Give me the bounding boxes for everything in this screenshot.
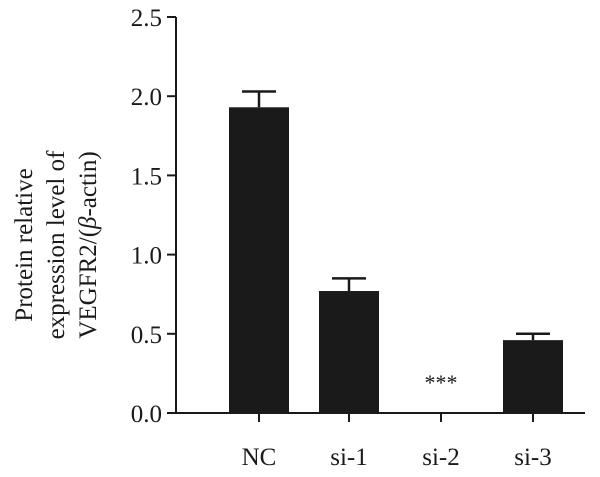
y-axis-label-line-3: VEGFR2/(β-actin) — [75, 151, 102, 338]
x-tick-label: si-3 — [514, 444, 552, 471]
y-axis-label: Protein relative expression level of VEG… — [11, 150, 102, 340]
y-tick-label: 0.0 — [131, 401, 162, 428]
y-tick-label: 1.5 — [131, 163, 162, 190]
bar — [229, 107, 289, 414]
bar — [503, 340, 563, 413]
y-axis-label-line-1: Protein relative — [11, 168, 38, 321]
y-tick-label: 2.0 — [131, 84, 162, 111]
x-tick-label: si-2 — [422, 444, 460, 471]
y-tick-label: 1.0 — [131, 243, 162, 270]
y-tick-label: 2.5 — [131, 5, 162, 32]
y-axis-label-line-2: expression level of — [43, 150, 70, 340]
y-tick-label: 0.5 — [131, 322, 162, 349]
x-tick-label: NC — [242, 444, 277, 471]
x-tick-label: si-1 — [330, 444, 368, 471]
x-axis: NC si-1 si-2 si-3 — [176, 412, 585, 471]
bar — [319, 291, 379, 413]
significance-annotation: *** — [425, 370, 458, 395]
y-axis: 0.0 0.5 1.0 1.5 2.0 2.5 — [131, 5, 177, 428]
bars: *** — [229, 90, 563, 414]
